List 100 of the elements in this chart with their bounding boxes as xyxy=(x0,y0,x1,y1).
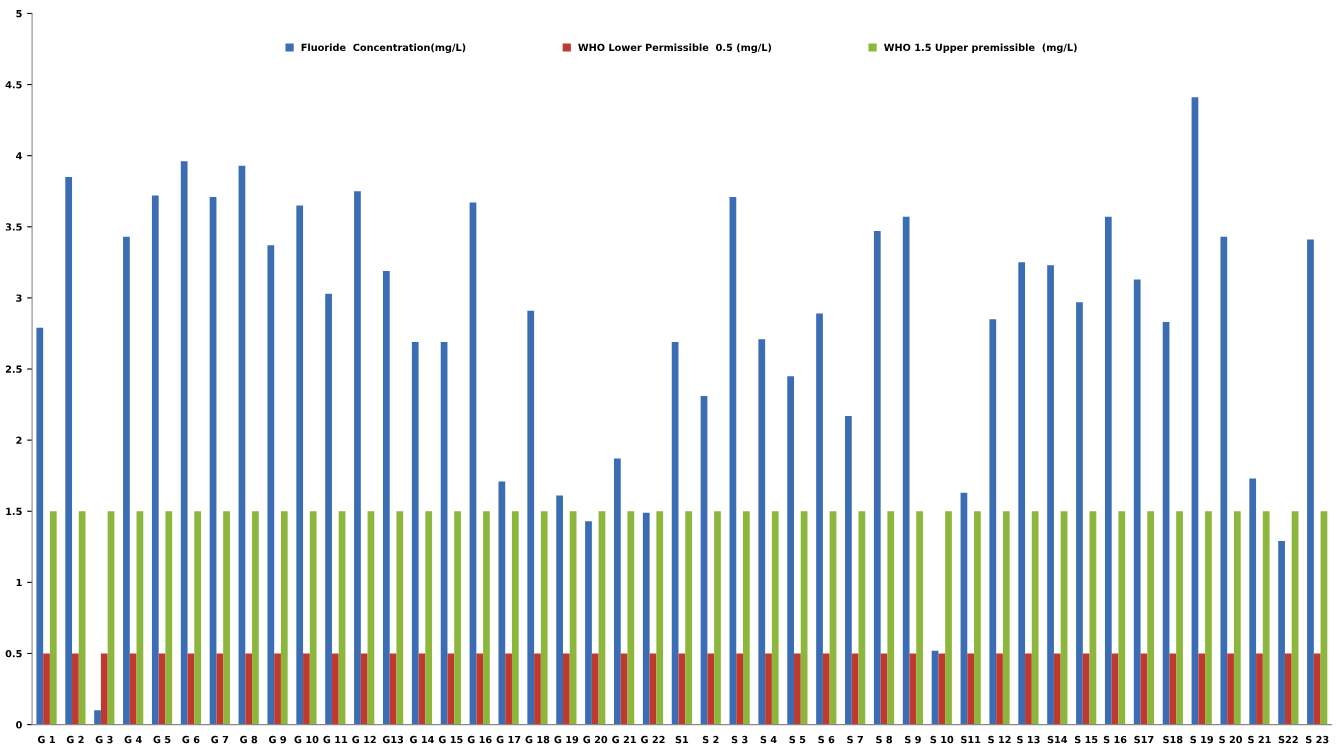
y-tick-label: 1 xyxy=(16,578,22,587)
bar xyxy=(996,653,1003,725)
x-tick-label: G 3 xyxy=(95,735,113,744)
bar xyxy=(1313,653,1321,725)
x-tick-label: S 6 xyxy=(818,735,835,744)
bar xyxy=(216,653,224,725)
bar xyxy=(707,653,715,725)
bar xyxy=(527,310,535,725)
x-tick-label: S 20 xyxy=(1219,735,1243,744)
bar xyxy=(845,415,852,725)
x-tick-label: G 10 xyxy=(294,735,319,744)
bar xyxy=(902,216,910,725)
y-tick-label: 0.5 xyxy=(5,649,22,658)
y-tick-label: 4.5 xyxy=(5,81,22,89)
bar xyxy=(425,511,433,725)
bar xyxy=(1284,653,1292,725)
x-tick-label: S 21 xyxy=(1248,735,1271,744)
bar xyxy=(411,341,419,725)
x-tick-label: S 4 xyxy=(760,735,777,744)
bar xyxy=(1018,262,1026,725)
x-tick-label: S 12 xyxy=(988,735,1011,744)
bar xyxy=(1118,511,1126,725)
bar xyxy=(100,653,108,725)
legend-label: Fluoride Concentration(mg/L) xyxy=(301,43,466,54)
bar xyxy=(1205,511,1212,725)
x-tick-label: G 9 xyxy=(268,735,286,744)
x-tick-label: G 17 xyxy=(496,735,521,744)
bar xyxy=(540,511,548,725)
bar xyxy=(642,512,650,725)
x-tick-label: G 5 xyxy=(153,735,171,744)
bar xyxy=(1025,653,1032,725)
x-tick-label: S 9 xyxy=(905,735,921,744)
bar xyxy=(505,653,512,725)
bar xyxy=(1233,511,1241,725)
bar xyxy=(1278,541,1285,725)
x-tick-label: S18 xyxy=(1163,735,1183,744)
x-tick-label: G 1 xyxy=(37,735,55,744)
x-tick-label: S 15 xyxy=(1074,735,1098,744)
x-tick-label: G 6 xyxy=(182,735,200,744)
bar xyxy=(1147,511,1155,725)
bar xyxy=(498,481,506,725)
bar xyxy=(72,653,79,725)
bar xyxy=(165,511,173,725)
bar xyxy=(354,191,361,725)
x-tick-label: G 20 xyxy=(583,735,608,744)
bar xyxy=(382,270,390,725)
x-tick-label: G 21 xyxy=(612,735,636,744)
x-tick-label: G 18 xyxy=(525,735,550,744)
x-tick-label: G 16 xyxy=(467,735,492,744)
bar xyxy=(1047,265,1054,725)
bar xyxy=(1249,478,1257,725)
x-tick-label: G 14 xyxy=(410,735,434,744)
bar xyxy=(714,511,721,725)
bar xyxy=(1002,511,1010,725)
x-tick-label: S 8 xyxy=(876,735,892,744)
x-tick-label: G 8 xyxy=(240,735,258,744)
bar xyxy=(989,319,997,725)
bar xyxy=(887,511,895,725)
bar xyxy=(252,511,259,725)
bar xyxy=(303,653,310,725)
bar xyxy=(511,511,519,725)
x-tick-label: S 3 xyxy=(731,735,748,744)
bar xyxy=(816,313,823,725)
x-tick-label: S17 xyxy=(1134,735,1154,744)
bar xyxy=(123,236,130,725)
bar xyxy=(194,511,202,725)
bar xyxy=(765,653,772,725)
bar xyxy=(1076,302,1083,725)
y-tick-label: 3 xyxy=(16,294,22,302)
bar xyxy=(280,511,288,725)
bar xyxy=(1169,653,1177,725)
bar xyxy=(396,511,404,725)
x-tick-label: S 13 xyxy=(1017,735,1040,744)
bar xyxy=(454,511,461,725)
x-tick-label: S1 xyxy=(675,735,689,744)
x-tick-label: S11 xyxy=(961,735,981,744)
bar xyxy=(685,511,692,725)
bar xyxy=(223,511,230,725)
bar xyxy=(671,341,679,725)
bar xyxy=(794,653,801,725)
x-tick-label: G 7 xyxy=(211,735,229,744)
bar xyxy=(1307,239,1314,725)
bar xyxy=(873,231,881,725)
y-tick-label: 4 xyxy=(16,152,22,160)
x-tick-label: G 12 xyxy=(352,735,376,744)
x-tick-label: S 10 xyxy=(930,735,954,744)
y-tick-label: 1.5 xyxy=(6,507,22,516)
bar xyxy=(556,495,563,725)
x-tick-label: S 5 xyxy=(789,735,806,744)
bar xyxy=(743,511,750,725)
bar xyxy=(534,653,541,725)
bar xyxy=(476,653,484,725)
bar xyxy=(447,653,455,725)
bar xyxy=(1227,653,1234,725)
bar xyxy=(129,653,137,725)
bar xyxy=(180,161,188,725)
legend-label: WHO Lower Permissible 0.5 (mg/L) xyxy=(578,43,772,54)
bar xyxy=(1262,511,1270,725)
bar xyxy=(1053,653,1061,725)
x-tick-label: G 2 xyxy=(66,735,84,744)
